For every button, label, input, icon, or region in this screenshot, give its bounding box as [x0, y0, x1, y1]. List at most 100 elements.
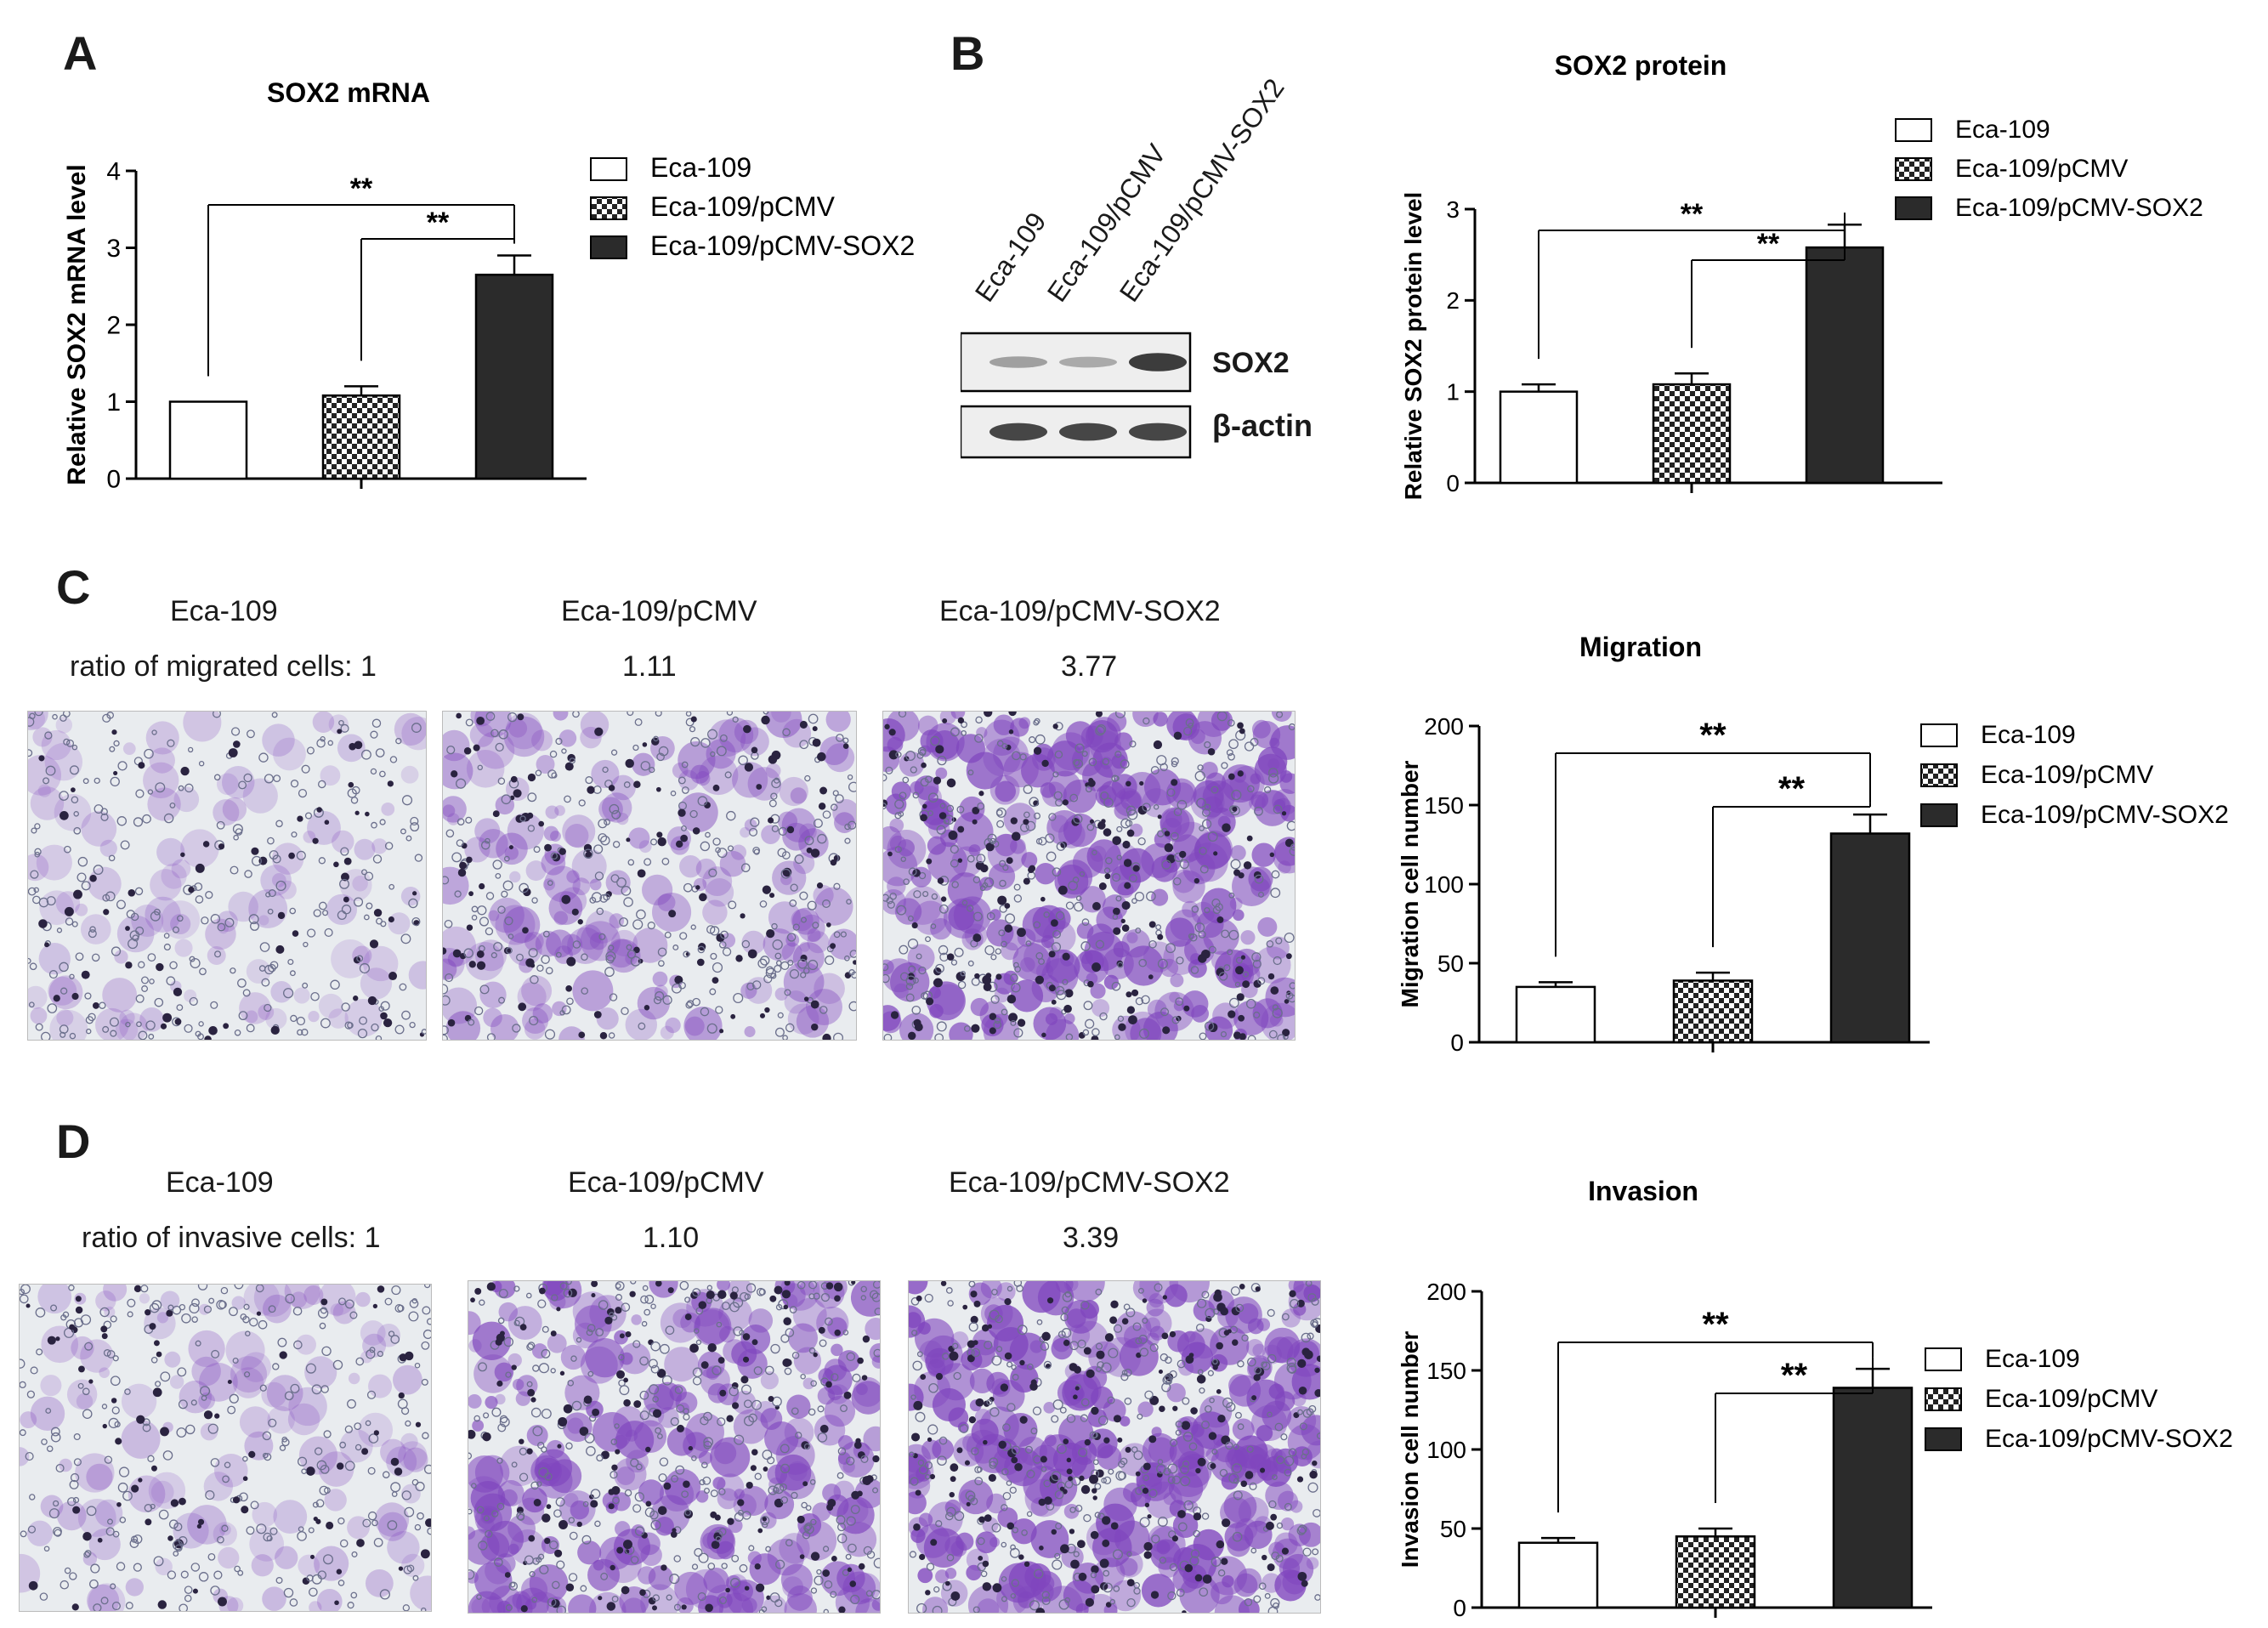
- stained-cell: [1193, 1529, 1225, 1561]
- invasion-image-label: Eca-109: [166, 1166, 274, 1199]
- pore: [908, 965, 916, 973]
- pore: [549, 750, 558, 758]
- pore: [740, 1291, 749, 1302]
- stained-cell: [28, 755, 61, 796]
- stained-cell: [1227, 1534, 1250, 1557]
- stained-cell: [683, 1007, 723, 1040]
- pore: [1284, 1468, 1292, 1477]
- pore: [26, 1303, 31, 1308]
- pore: [410, 816, 419, 826]
- pore: [390, 1457, 400, 1466]
- pore: [1117, 961, 1124, 968]
- pore: [639, 1390, 649, 1400]
- pore: [463, 746, 472, 755]
- pore: [344, 1299, 354, 1309]
- pore: [1017, 927, 1026, 938]
- pore: [69, 1032, 77, 1040]
- stained-cell: [560, 1344, 587, 1370]
- pore: [1316, 1432, 1320, 1439]
- pore: [1089, 1431, 1097, 1439]
- pore: [1233, 1478, 1239, 1484]
- pore: [831, 1373, 839, 1381]
- pore: [272, 854, 281, 864]
- pore: [477, 764, 484, 771]
- stained-cell: [807, 931, 830, 954]
- stained-cell: [122, 742, 136, 756]
- pore: [365, 1420, 371, 1427]
- pore: [1281, 1313, 1290, 1321]
- pore: [523, 1560, 528, 1566]
- pore: [872, 1455, 880, 1463]
- pore: [63, 738, 71, 746]
- pore: [644, 1507, 655, 1517]
- pore: [784, 989, 791, 996]
- pore: [830, 859, 837, 866]
- pore: [1091, 962, 1101, 972]
- stained-cell: [968, 1282, 992, 1306]
- pore: [318, 857, 326, 865]
- pore: [1246, 1445, 1254, 1453]
- pore: [443, 1025, 449, 1035]
- pore: [1091, 902, 1101, 910]
- pore: [803, 1443, 811, 1450]
- stained-cell: [553, 712, 569, 721]
- stained-cell: [983, 738, 1021, 777]
- pore: [297, 815, 303, 822]
- pore: [748, 1413, 757, 1423]
- pore: [545, 967, 553, 975]
- pore: [542, 930, 550, 938]
- pore: [966, 1501, 971, 1506]
- stained-cell: [352, 876, 368, 892]
- pore: [722, 947, 732, 956]
- pore: [984, 1514, 992, 1523]
- significance-label: **: [1757, 228, 1780, 260]
- pore: [93, 865, 104, 876]
- pore: [145, 1309, 151, 1316]
- pore: [1194, 770, 1205, 782]
- pore: [594, 727, 604, 736]
- pore: [190, 957, 201, 969]
- pore: [849, 1580, 857, 1587]
- pore: [710, 751, 716, 757]
- pore: [832, 790, 839, 797]
- pore: [800, 972, 807, 979]
- stained-cell: [798, 828, 829, 859]
- pore: [409, 1021, 416, 1029]
- pore: [1001, 1596, 1007, 1602]
- stained-cell: [465, 942, 504, 981]
- stained-cell: [66, 1379, 98, 1410]
- stained-cell: [531, 1343, 548, 1359]
- pore: [30, 1366, 38, 1375]
- pore: [1033, 746, 1042, 755]
- pore: [651, 737, 660, 746]
- pore: [920, 1374, 927, 1380]
- pore: [1013, 883, 1021, 891]
- pore: [899, 944, 909, 955]
- bar-1: [1517, 1541, 1599, 1609]
- pore: [768, 1485, 778, 1495]
- pore: [541, 1325, 549, 1333]
- y-axis-label: Migration cell number: [1397, 760, 1423, 1007]
- stained-cell: [354, 838, 376, 860]
- pore: [417, 1512, 424, 1520]
- pore: [319, 1322, 326, 1330]
- pore: [1316, 1355, 1320, 1363]
- pore: [1068, 1476, 1073, 1482]
- pore: [150, 1503, 156, 1510]
- pore: [531, 1597, 538, 1603]
- stained-cell: [921, 798, 954, 831]
- pore: [1001, 940, 1007, 948]
- pore: [1019, 1359, 1025, 1366]
- pore: [674, 1386, 683, 1394]
- pore: [717, 1417, 726, 1427]
- stained-cell: [184, 989, 197, 1002]
- pore: [746, 1481, 753, 1489]
- pore: [645, 1446, 651, 1453]
- pore: [322, 1554, 333, 1565]
- pore: [144, 748, 154, 759]
- pore: [967, 1354, 975, 1363]
- blot-band-label: SOX2: [1212, 347, 1290, 379]
- pore: [230, 967, 236, 974]
- stained-cell: [953, 811, 994, 853]
- pore: [1049, 1474, 1058, 1483]
